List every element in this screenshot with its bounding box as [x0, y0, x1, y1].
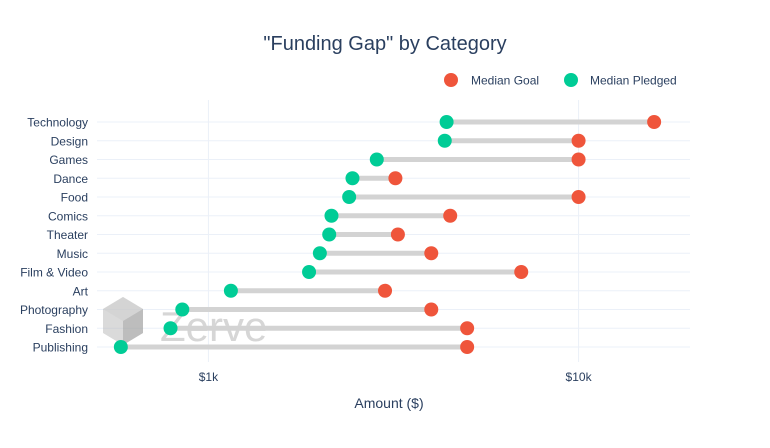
x-tick-label: $1k [199, 370, 219, 384]
legend-marker-median-pledged [564, 73, 578, 87]
marker-median-goal-theater [390, 227, 405, 242]
y-tick-label-photography: Photography [20, 303, 88, 317]
legend: Median Goal Median Pledged [444, 73, 677, 88]
y-tick-label-film-video: Film & Video [20, 266, 88, 280]
marker-median-goal-games [571, 152, 586, 167]
marker-median-pledged-food [342, 190, 357, 204]
x-axis-title: Amount ($) [354, 395, 423, 411]
marker-median-pledged-comics [324, 208, 339, 223]
legend-marker-median-goal [444, 73, 458, 87]
marker-median-goal-music [424, 246, 439, 261]
y-tick-label-comics: Comics [48, 209, 88, 223]
y-tick-label-music: Music [57, 247, 88, 261]
marker-median-pledged-art [223, 283, 238, 298]
marker-median-goal-design [571, 133, 586, 148]
marker-median-goal-film-video [514, 265, 529, 279]
marker-median-goal-photography [424, 302, 439, 317]
y-axis-ticks: Technology Design Games Dance Food Comics Thea… [20, 116, 89, 355]
chart-title: "Funding Gap" by Category [263, 33, 506, 55]
marker-median-goal-comics [443, 208, 458, 223]
marker-median-pledged-design [437, 133, 452, 148]
marker-median-goal-food [571, 190, 586, 204]
marker-median-pledged-photography [175, 302, 190, 317]
marker-median-pledged-music [312, 246, 327, 261]
legend-label-median-pledged: Median Pledged [590, 74, 677, 88]
marker-median-pledged-film-video [302, 265, 317, 279]
legend-item-median-goal: Median Goal [444, 73, 539, 88]
hexagon-cube-logo-icon [103, 297, 143, 345]
x-axis-ticks: $1k $10k [199, 370, 593, 384]
marker-median-pledged-dance [345, 171, 360, 186]
marker-median-pledged-technology [439, 115, 454, 129]
x-tick-label: $10k [566, 370, 593, 384]
y-tick-label-dance: Dance [53, 172, 88, 186]
marker-median-goal-fashion [460, 321, 475, 336]
connectors [120, 119, 655, 350]
y-tick-label-publishing: Publishing [33, 341, 88, 355]
y-tick-label-design: Design [51, 134, 88, 148]
legend-item-median-pledged: Median Pledged [564, 73, 677, 88]
marker-median-goal-technology [647, 115, 662, 129]
marker-median-goal-art [378, 283, 393, 298]
y-tick-label-food: Food [61, 191, 88, 205]
legend-label-median-goal: Median Goal [471, 74, 539, 88]
marker-median-pledged-fashion [163, 321, 178, 336]
marker-median-goal-publishing [460, 340, 475, 354]
marker-median-pledged-games [369, 152, 384, 167]
y-tick-label-theater: Theater [47, 228, 88, 242]
marker-median-goal-dance [388, 171, 403, 186]
marker-median-pledged-publishing [113, 340, 128, 354]
y-tick-label-games: Games [49, 153, 88, 167]
y-tick-label-technology: Technology [27, 116, 88, 130]
y-tick-label-art: Art [73, 284, 89, 298]
markers [113, 115, 662, 354]
y-tick-label-fashion: Fashion [45, 322, 88, 336]
marker-median-pledged-theater [322, 227, 337, 242]
